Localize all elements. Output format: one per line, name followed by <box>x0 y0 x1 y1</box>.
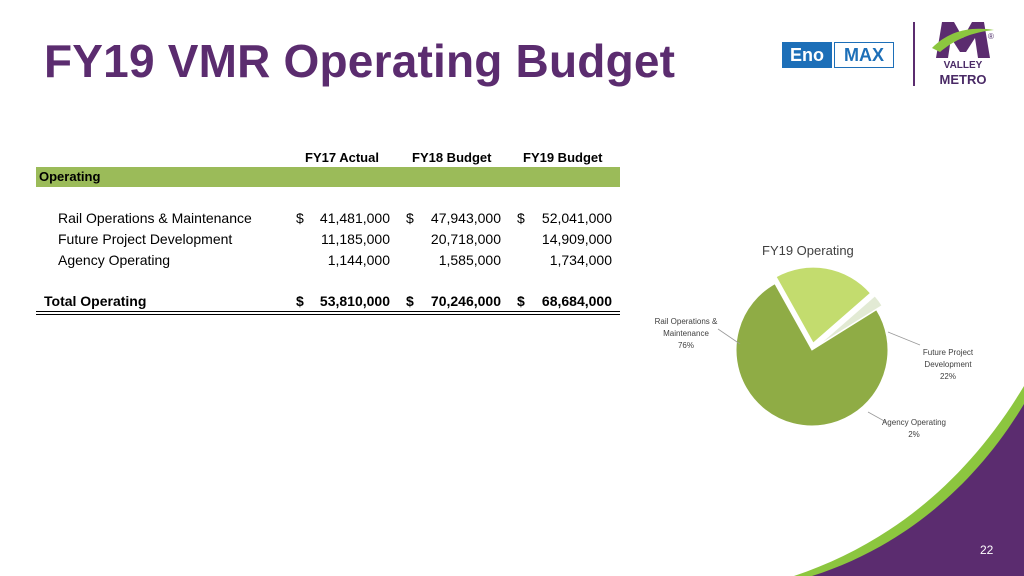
row-label: Future Project Development <box>58 231 233 247</box>
valley-metro-m-icon <box>932 22 994 58</box>
pie-label-rail-operations: Rail Operations & Maintenance 76% <box>655 317 718 350</box>
table-row: Agency Operating 1,144,000 1,585,000 1,7… <box>36 252 620 270</box>
table-row: Future Project Development 11,185,000 20… <box>36 231 620 249</box>
row-value-fy18: 20,718,000 <box>430 231 501 247</box>
pie-chart: Rail Operations & Maintenance 76% Future Pr… <box>655 266 974 439</box>
pie-slice-future-project <box>775 266 872 344</box>
enomax-logo-eno: Eno <box>782 42 832 68</box>
budget-table: FY17 Actual FY18 Budget FY19 Budget Oper… <box>36 0 620 330</box>
table-row: Rail Operations & Maintenance $ 41,481,0… <box>36 210 620 228</box>
pie-label-agency-operating: Agency Operating 2% <box>882 418 946 439</box>
logo-divider <box>913 22 915 86</box>
row-value-fy19: 14,909,000 <box>541 231 612 247</box>
currency-symbol: $ <box>517 293 525 309</box>
enomax-logo-max: MAX <box>834 42 894 68</box>
currency-symbol: $ <box>296 293 304 309</box>
pie-label-future-project: Future Project Development 22% <box>923 348 974 381</box>
row-value-fy18: 1,585,000 <box>438 252 501 268</box>
chart-title: FY19 Operating <box>762 243 854 258</box>
pie-slice-agency-operating <box>817 295 883 347</box>
pie-leader-line <box>717 328 741 345</box>
header-fy17: FY17 Actual <box>305 150 379 165</box>
pie-leader-line <box>887 331 921 346</box>
page-number: 22 <box>980 543 994 557</box>
row-label: Rail Operations & Maintenance <box>58 210 252 226</box>
section-label: Operating <box>39 169 101 184</box>
valley-metro-line1: VALLEY <box>943 60 983 71</box>
total-label: Total Operating <box>44 293 147 309</box>
currency-symbol: $ <box>406 293 414 309</box>
currency-symbol: $ <box>406 210 414 226</box>
row-label: Agency Operating <box>58 252 171 268</box>
row-value-fy17: 1,144,000 <box>327 252 390 268</box>
total-value-fy17: 53,810,000 <box>319 293 390 309</box>
total-underline-top <box>36 311 620 312</box>
slide-title: FY19 VMR Operating Budget <box>44 35 676 87</box>
row-value-fy18: 47,943,000 <box>430 210 501 226</box>
total-row: Total Operating $ 53,810,000 $ 70,246,00… <box>36 293 620 311</box>
header-fy19: FY19 Budget <box>523 150 603 165</box>
corner-decoration <box>794 386 1024 576</box>
row-value-fy19: 52,041,000 <box>541 210 612 226</box>
total-value-fy19: 68,684,000 <box>541 293 612 309</box>
pie-slice-rail-operations <box>735 282 889 427</box>
row-value-fy17: 11,185,000 <box>320 231 390 247</box>
valley-metro-line2: METRO <box>939 72 987 87</box>
total-value-fy18: 70,246,000 <box>430 293 501 309</box>
valley-metro-logo: VALLEY METRO ® <box>928 18 998 90</box>
row-value-fy19: 1,734,000 <box>549 252 612 268</box>
header-fy18: FY18 Budget <box>412 150 492 165</box>
pie-leader-line <box>867 411 887 423</box>
enomax-logo: Eno MAX <box>782 42 894 68</box>
currency-symbol: $ <box>517 210 525 226</box>
row-value-fy17: 41,481,000 <box>319 210 390 226</box>
valley-metro-registered: ® <box>988 32 994 41</box>
currency-symbol: $ <box>296 210 304 226</box>
section-band: Operating <box>36 167 620 187</box>
total-underline-bottom <box>36 314 620 315</box>
